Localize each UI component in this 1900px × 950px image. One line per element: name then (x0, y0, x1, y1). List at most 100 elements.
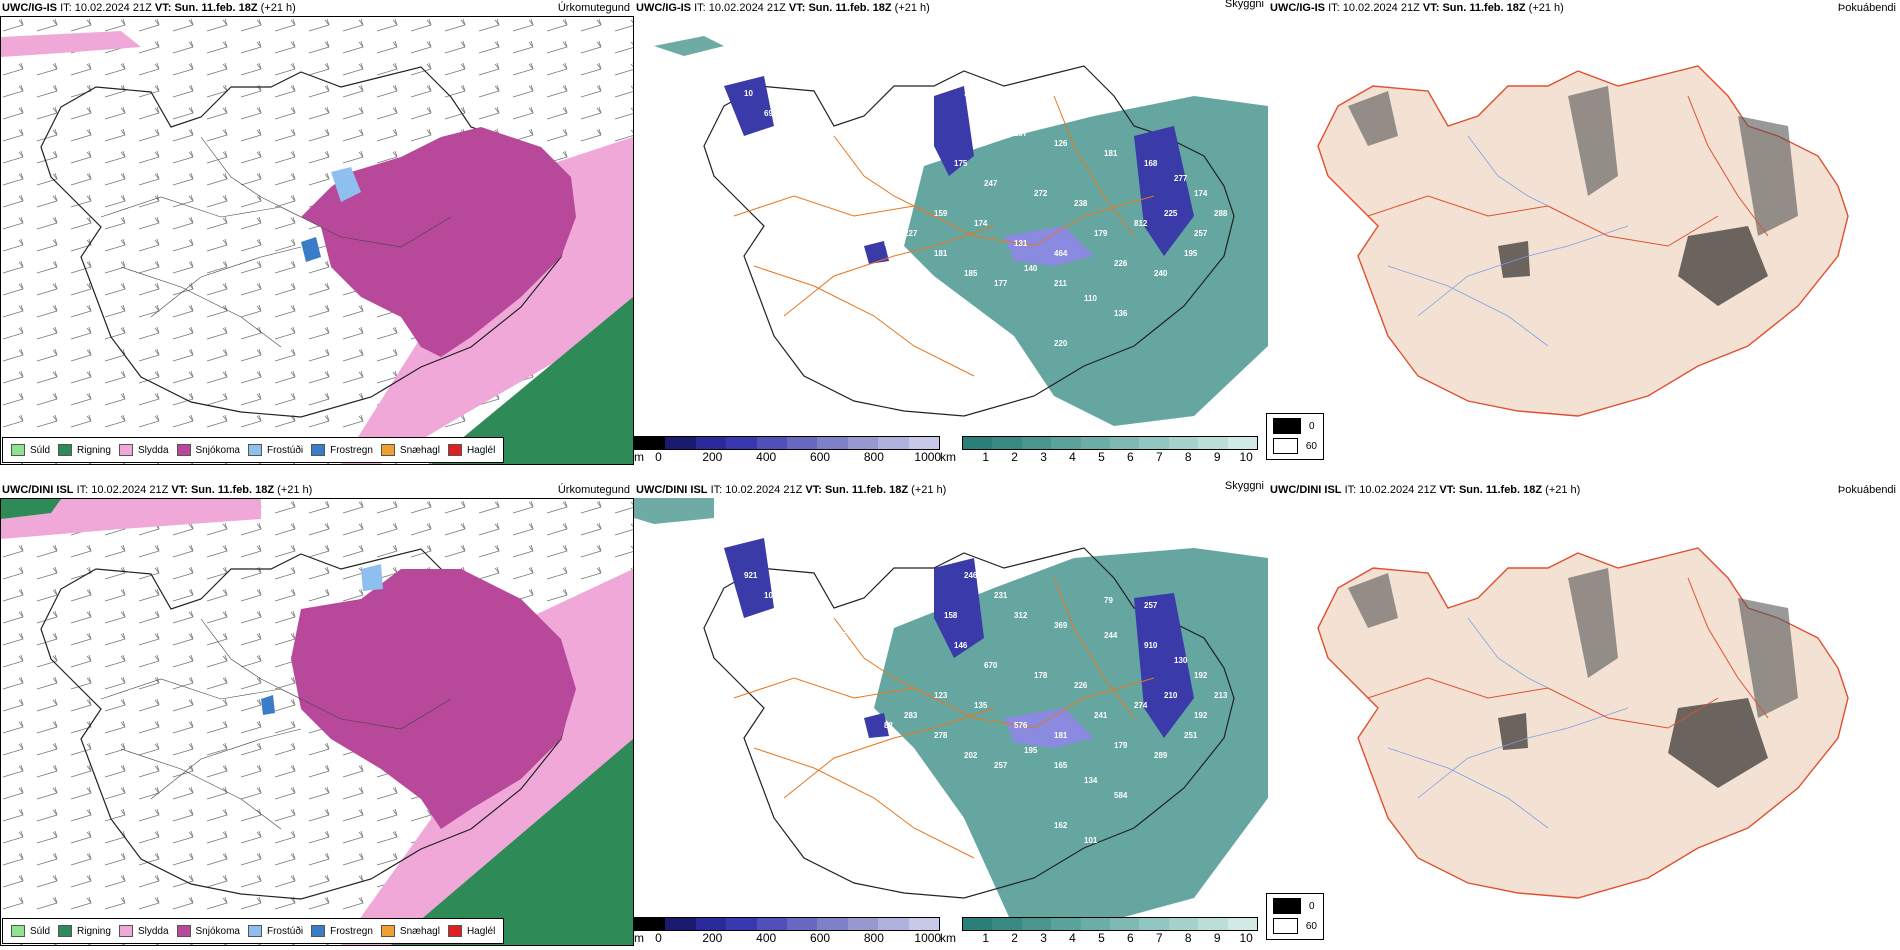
colorbar-unit-km: km (940, 931, 956, 945)
colorbar-tick: 0 (655, 450, 662, 464)
colorbar-cell (1021, 437, 1052, 449)
visibility-colorbar-km: 1 2 3 4 5 6 7 8 9 10 km (940, 436, 1258, 466)
visibility-value-label: 246 (964, 571, 978, 580)
colorbar-tick: 800 (863, 931, 884, 945)
roads (100, 136, 452, 348)
colorbar-tick: 9 (1213, 450, 1221, 464)
colorbar-cell (1139, 437, 1169, 449)
colorbar-cell (1139, 918, 1169, 930)
panel-title: UWC/DINI ISL IT: 10.02.2024 21Z VT: Sun.… (636, 484, 947, 496)
visibility-value-label: 297 (1014, 129, 1028, 138)
visibility-panel-row1: UWC/IG-IS IT: 10.02.2024 21Z VT: Sun. 11… (634, 0, 1268, 467)
visibility-value-label: 185 (964, 269, 978, 278)
colorbar-cell (878, 437, 909, 449)
visibility-value-label: 140 (1024, 264, 1038, 273)
iceland-outline (703, 65, 1235, 417)
legend-item: Rigning (58, 444, 111, 456)
visibility-value-label: 159 (934, 209, 948, 218)
visibility-value-label: 146 (954, 641, 968, 650)
colorbar-cell (1227, 918, 1258, 930)
colorbar-cell (847, 918, 879, 930)
snow-area (291, 569, 576, 829)
snow-area (301, 127, 576, 357)
colorbar-tick: 10 (1239, 931, 1253, 945)
colorbar-cell (1021, 918, 1052, 930)
colorbar-tick: 2 (1011, 450, 1018, 464)
colorbar-cell (817, 918, 848, 930)
map-frame (0, 498, 634, 946)
visibility-value-label: 238 (1074, 199, 1088, 208)
visibility-value-label: 241 (1094, 711, 1108, 720)
visibility-value-label: 74 (864, 169, 873, 178)
colorbar-unit-m: m (634, 450, 644, 464)
colorbar-tick: 800 (863, 450, 884, 464)
visibility-value-label: 110 (1084, 294, 1097, 303)
visibility-value-label: 181 (1104, 149, 1118, 158)
panel-label-precip: Úrkomutegund (557, 2, 630, 14)
visibility-value-label: 131 (1014, 239, 1028, 248)
visibility-values: 322 286 297 126 181 168 277 174 159 174 131 464 179 8… (744, 89, 1228, 348)
visibility-value-label: 576 (1014, 721, 1028, 730)
colorbar-cell (665, 437, 696, 449)
legend-item: Súld (11, 925, 50, 937)
colorbar-cell (1080, 918, 1111, 930)
visibility-value-label: 136 (1114, 309, 1128, 318)
roads-orange (733, 95, 1155, 377)
visibility-value-label: 226 (1114, 259, 1128, 268)
colorbar-cell (756, 918, 788, 930)
colorbar-tick: 200 (702, 931, 723, 945)
visibility-value-label: 135 (974, 701, 988, 710)
visibility-value-label: 134 (1084, 776, 1098, 785)
visibility-value-label: 225 (1164, 209, 1178, 218)
rain-area-southeast (431, 297, 633, 464)
visibility-value-label: 100 (764, 591, 778, 600)
legend-item: Snjókoma (176, 444, 240, 456)
colorbar-tick: 1 (982, 450, 990, 464)
colorbar-cell (635, 437, 666, 449)
legend-item: Frostregn (311, 444, 373, 456)
legend-item: Snæhagl (380, 444, 440, 456)
visibility-value-label: 257 (994, 761, 1008, 770)
visibility-value-label: 130 (1174, 656, 1188, 665)
colorbar-tick: 5 (1098, 931, 1105, 945)
fog-legend-item: 0 (1273, 418, 1317, 434)
visibility-value-label: 254 (924, 299, 938, 308)
fog-legend-row2: 0 60 (1266, 893, 1324, 940)
colorbar-cell (908, 918, 940, 930)
visibility-value-label: 584 (1114, 791, 1128, 800)
visibility-value-label: 288 (1214, 209, 1228, 218)
legend-item: Snæhagl (380, 925, 440, 937)
legend-item: Rigning (58, 925, 111, 937)
colorbar-tick: 9 (1213, 931, 1221, 945)
legend-item: Haglél (447, 444, 495, 456)
visibility-value-label: 251 (1184, 731, 1198, 740)
visibility-value-label: 812 (1134, 219, 1148, 228)
fog-legend-item: 60 (1273, 438, 1317, 454)
fog-panel-row2: UWC/DINI ISL IT: 10.02.2024 21Z VT: Sun.… (1268, 482, 1900, 948)
visibility-value-label: 227 (904, 229, 918, 238)
visibility-value-label: 195 (1184, 249, 1198, 258)
low-visibility-purple-patches (724, 76, 1194, 266)
legend-item: Frostúði (247, 925, 303, 937)
visibility-value-label: 66 (864, 651, 873, 660)
panel-label-visibility: Skyggni (1224, 480, 1264, 492)
visibility-value-label: 126 (1054, 139, 1068, 148)
panel-title: UWC/DINI ISL IT: 10.02.2024 21Z VT: Sun.… (1270, 484, 1581, 496)
visibility-value-label: 272 (1034, 189, 1048, 198)
colorbar-unit-km: km (940, 450, 956, 464)
panel-title: UWC/DINI ISL IT: 10.02.2024 21Z VT: Sun.… (2, 484, 313, 496)
visibility-value-label: 174 (1194, 189, 1208, 198)
visibility-value-label: 115 (834, 631, 847, 640)
colorbar-cell (992, 918, 1022, 930)
legend-item: Haglél (447, 925, 495, 937)
fog-map-svg (1317, 65, 1849, 417)
freezing-drizzle-area (331, 167, 361, 202)
fog-panel-row1: UWC/IG-IS IT: 10.02.2024 21Z VT: Sun. 11… (1268, 0, 1900, 467)
colorbar-cell (695, 918, 727, 930)
colorbar-cell (1110, 918, 1140, 930)
visibility-value-label: 910 (1144, 641, 1158, 650)
roads-red (1367, 95, 1769, 247)
visibility-value-label: 211 (1054, 279, 1067, 288)
colorbar-cell (635, 918, 666, 930)
visibility-values: 246 231 312 369 244 910 130 192 123 135 576 181 241 2… (744, 571, 1228, 845)
